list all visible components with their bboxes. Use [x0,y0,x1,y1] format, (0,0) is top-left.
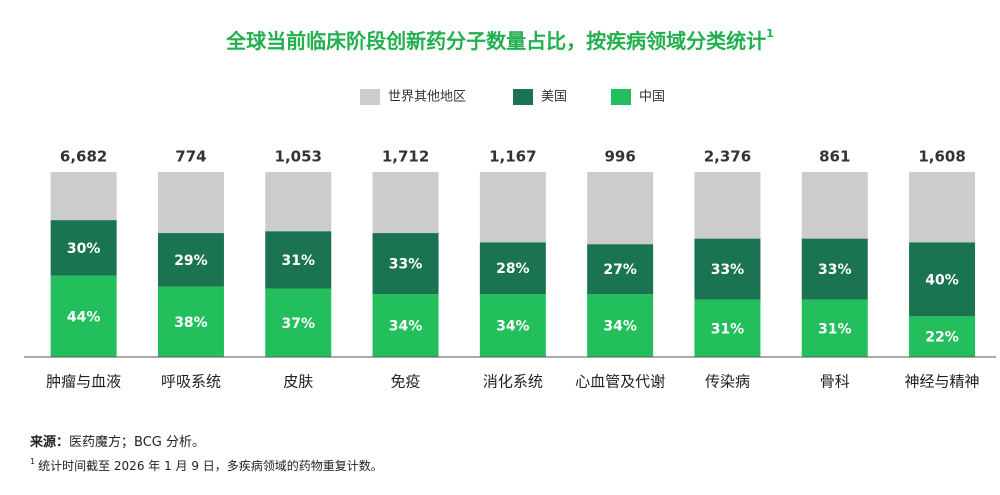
bar-segment [372,294,439,357]
bar-segment [372,233,439,295]
source-label: 来源： [29,434,69,450]
data-label: 40% [925,272,959,288]
data-label: 37% [281,316,315,332]
bar-segment [801,238,868,300]
x-tick-label: 呼吸系统 [161,373,221,391]
bar-segment [587,244,654,295]
data-label: 28% [496,261,530,277]
bar-segment [909,172,976,243]
legend-swatch [513,89,533,105]
legend-swatch [611,89,631,105]
total-label: 861 [819,148,850,166]
legend-label: 美国 [541,90,567,105]
legend-label: 世界其他地区 [388,90,466,105]
legend-swatch [360,89,380,105]
data-label: 31% [711,321,745,337]
data-label: 33% [818,262,852,278]
bar-segment [694,172,761,239]
bar-segment [157,286,224,357]
bar-segment [265,288,332,357]
data-label: 31% [281,253,315,269]
footnote-text: 统计时间截至 2026 年 1 月 9 日，多疾病领域的药物重复计数。 [38,458,383,473]
bar-segment [50,172,117,221]
title-text: 全球当前临床阶段创新药分子数量占比，按疾病领域分类统计 [225,29,766,53]
data-label: 33% [389,257,423,273]
x-tick-label: 肿瘤与血液 [46,373,121,391]
total-label: 1,167 [489,148,536,166]
chart-title: 全球当前临床阶段创新药分子数量占比，按疾病领域分类统计1 [225,27,774,53]
x-tick-label: 神经与精神 [905,373,980,391]
total-label: 1,712 [382,148,429,166]
bar-segment [801,172,868,239]
x-tick-label: 免疫 [391,373,421,391]
bar-segment [801,299,868,357]
bar-segment [909,242,976,317]
bar-segment [372,172,439,234]
data-label: 29% [174,253,208,269]
source: 来源：医药魔方；BCG 分析。 [29,434,205,450]
legend-label: 中国 [639,90,665,105]
total-label: 996 [604,148,635,166]
total-label: 774 [175,148,206,166]
data-label: 31% [818,321,852,337]
data-label: 30% [67,241,101,257]
total-label: 6,682 [60,148,107,166]
bar-segment [694,238,761,300]
total-label: 1,608 [918,148,965,166]
x-tick-label: 骨科 [820,373,850,391]
bar-segment [479,172,546,243]
bar-segment [265,172,332,232]
x-tick-label: 消化系统 [483,373,543,391]
bar-segment [157,172,224,234]
footnote-marker: 1 [30,457,35,466]
title-note: 1 [766,27,774,40]
total-label: 1,053 [275,148,322,166]
data-label: 38% [174,315,208,331]
data-label: 34% [496,319,530,335]
data-label: 34% [389,319,423,335]
bar-segment [479,294,546,357]
data-label: 27% [603,262,637,278]
bar-segment [265,231,332,289]
bar-segment [909,316,976,357]
data-label: 33% [711,262,745,278]
bar-segment [587,294,654,357]
x-tick-label: 心血管及代谢 [575,373,665,391]
bar-segment [587,172,654,245]
bar-segment [479,242,546,295]
bar-segment [50,220,117,276]
bar-segment [157,233,224,287]
data-label: 44% [67,309,101,325]
total-label: 2,376 [704,148,751,166]
data-label: 22% [925,330,959,346]
x-tick-label: 皮肤 [283,373,313,391]
source-text: 医药魔方；BCG 分析。 [69,434,205,450]
data-label: 34% [603,319,637,335]
x-tick-label: 传染病 [705,373,750,391]
footnote: 1 统计时间截至 2026 年 1 月 9 日，多疾病领域的药物重复计数。 [30,457,383,473]
bar-segment [50,275,117,357]
bar-segment [694,299,761,357]
